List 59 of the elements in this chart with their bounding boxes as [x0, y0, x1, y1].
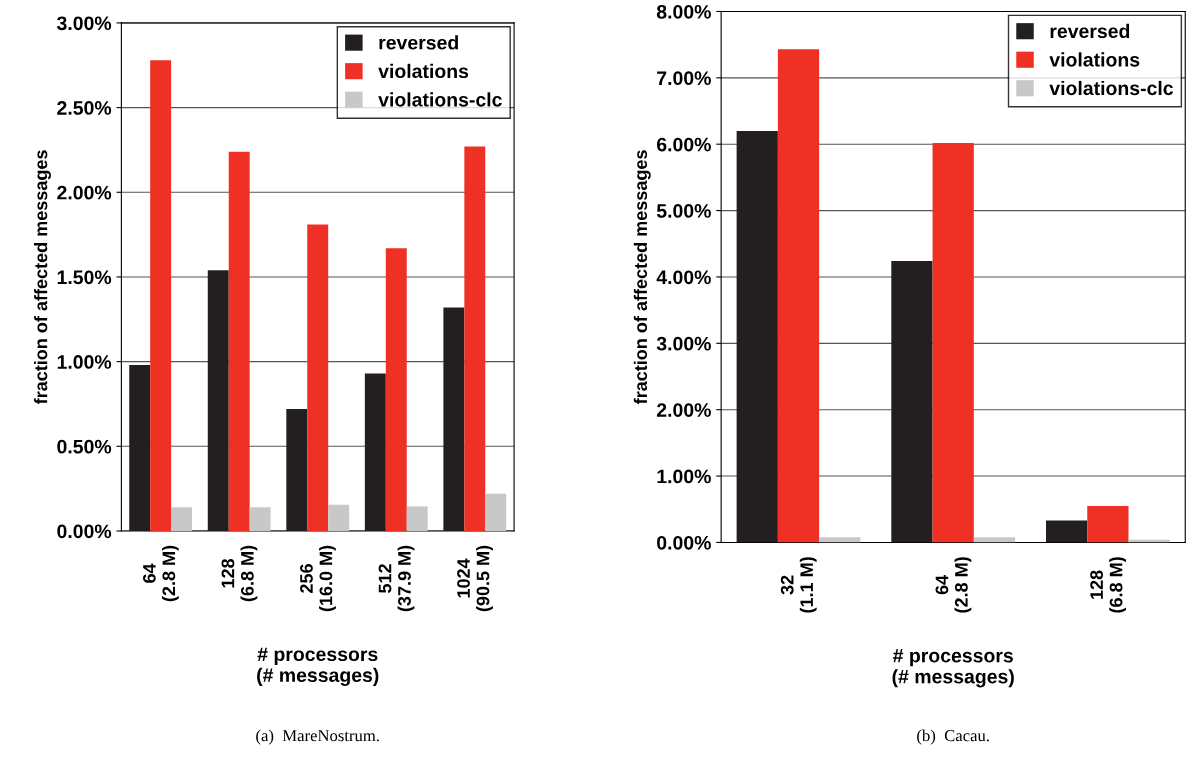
text: (b) Cacau.: [917, 729, 989, 745]
y-axis-title: fraction of affected messages: [34, 150, 51, 405]
x-tick-label: 256 (16.0 M): [300, 545, 336, 612]
y-tick-label: 1.50%: [57, 270, 112, 285]
x-tick-label: 128 (6.8 M): [221, 545, 258, 602]
bar: [207, 270, 229, 531]
bar: [364, 373, 386, 531]
bar: [406, 506, 428, 531]
bar: [464, 146, 486, 531]
y-tick-label: 2.50%: [57, 101, 112, 115]
y-tick-label: 3.00%: [656, 336, 711, 351]
y-tick-label: 5.00%: [656, 204, 711, 218]
legend-label: reversed: [379, 35, 458, 50]
bar: [286, 409, 308, 531]
y-tick-label: 2.00%: [57, 185, 112, 200]
bar: [891, 261, 933, 543]
x-axis-title: # processors (# messages): [892, 649, 1014, 688]
bar: [973, 537, 1016, 543]
x-tick-label: 512 (37.9 M): [378, 545, 415, 612]
text: (a) MareNostrum.: [256, 729, 379, 745]
y-tick-label: 8.00%: [656, 4, 711, 19]
bar: [328, 504, 350, 531]
x-tick-label: 32 (1.1 M): [780, 557, 817, 613]
legend-label: violations-clc: [378, 92, 502, 107]
x-tick-label: 128 (6.8 M): [1090, 557, 1127, 613]
x-axis-title: # processors (# messages): [257, 647, 379, 686]
y-tick-label: 3.00%: [56, 16, 112, 31]
bar: [228, 151, 250, 531]
bar: [1087, 505, 1129, 543]
x-tick-label: 64 (2.8 M): [935, 557, 972, 613]
y-tick-label: 7.00%: [657, 71, 711, 86]
legend-label: violations: [1049, 52, 1140, 67]
y-tick-label: 2.00%: [656, 403, 711, 417]
bar: [150, 60, 172, 531]
bar: [736, 130, 778, 543]
legend-label: reversed: [1050, 23, 1130, 39]
bar: [485, 493, 507, 531]
bar: [777, 49, 820, 543]
y-tick-label: 0.00%: [57, 524, 112, 539]
x-tick-label: 64 (2.8 M): [142, 545, 179, 602]
bar: [443, 307, 465, 531]
bar: [171, 507, 193, 531]
bar: [819, 537, 861, 543]
bar: [932, 142, 974, 543]
bar: [307, 224, 329, 531]
bar: [129, 365, 151, 531]
x-tick-label: 1024 (90.5 M): [457, 545, 493, 612]
legend-label: violations: [378, 63, 469, 79]
y-tick-label: 0.00%: [657, 535, 711, 550]
y-tick-label: 1.00%: [657, 469, 711, 484]
bar: [385, 248, 407, 531]
y-tick-label: 1.00%: [57, 355, 112, 369]
y-tick-label: 6.00%: [657, 137, 711, 152]
legend-label: violations-clc: [1049, 80, 1174, 96]
y-tick-label: 0.50%: [57, 439, 112, 454]
y-tick-label: 4.00%: [656, 270, 711, 285]
bar: [1046, 520, 1088, 543]
y-axis-title: fraction of affected messages: [633, 150, 651, 405]
bar: [249, 507, 271, 531]
